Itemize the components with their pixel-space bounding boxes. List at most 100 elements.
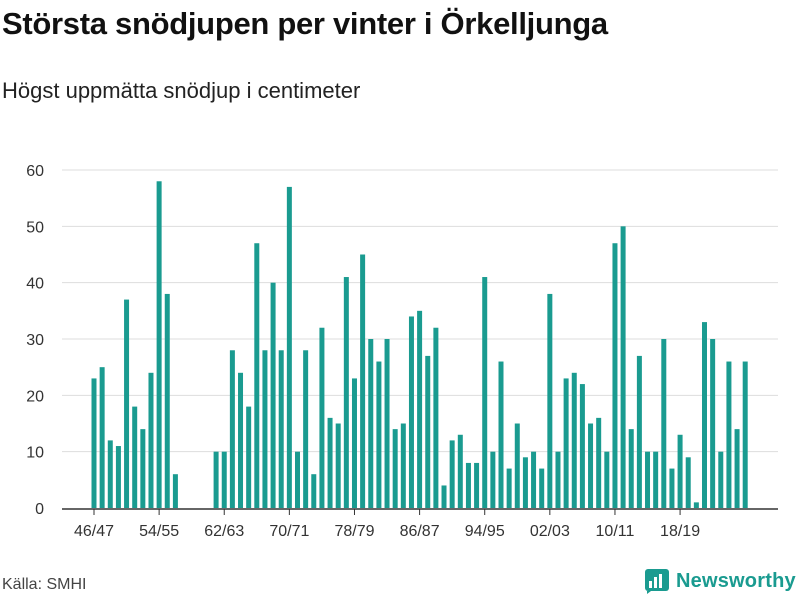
bar-21/22 [702, 322, 707, 508]
x-tick-label: 02/03 [530, 523, 570, 540]
bar-87/88 [425, 355, 431, 508]
y-tick-label: 30 [26, 332, 44, 349]
bar-14/15 [645, 451, 651, 508]
bar-63/64 [229, 350, 235, 508]
bar-19/20 [685, 457, 691, 508]
bar-89/90 [441, 485, 447, 508]
bar-68/69 [270, 282, 276, 508]
bar-49/50 [115, 446, 121, 508]
bar-73/74 [311, 474, 317, 508]
brand-logo: Newsworthy [644, 568, 796, 594]
bar-05/06 [571, 372, 577, 508]
y-tick-label: 40 [26, 276, 44, 293]
bar-61/62 [213, 451, 219, 508]
bar-55/56 [164, 293, 170, 508]
bar-65/66 [246, 406, 252, 508]
bar-74/75 [319, 327, 325, 508]
bar-undefined [742, 361, 748, 508]
bar-23/24 [718, 451, 724, 508]
bar-46/47 [91, 378, 97, 508]
y-tick-label: 10 [26, 445, 44, 462]
x-tick-label: 86/87 [400, 523, 440, 540]
bar-01/02 [539, 468, 545, 508]
bar-62/63 [221, 451, 227, 508]
bar-50/51 [124, 299, 130, 508]
bar-71/72 [295, 451, 300, 508]
bar-92/93 [465, 462, 471, 508]
x-tick-label: 78/79 [334, 523, 374, 540]
bar-51/52 [132, 406, 138, 508]
bar-95/96 [490, 451, 496, 508]
bar-88/89 [433, 327, 439, 508]
bar-70/71 [286, 186, 292, 508]
bar-09/10 [604, 451, 610, 508]
bar-04/05 [563, 378, 569, 508]
bar-78/79 [351, 378, 357, 508]
newsworthy-logo-icon [645, 569, 669, 594]
bar-18/19 [677, 434, 683, 508]
x-tick-label: 54/55 [139, 523, 179, 540]
y-tick-label: 0 [35, 501, 44, 518]
bar-07/08 [588, 423, 594, 508]
bar-82/83 [384, 339, 390, 508]
x-tick-label: 46/47 [74, 523, 114, 540]
bar-96/97 [498, 361, 504, 508]
bar-undefined [726, 361, 732, 508]
x-axis-ticks: 46/47 54/55 62/63 70/71 78/79 86/87 94/95 02/03… [74, 509, 700, 540]
bar-76/77 [335, 423, 341, 508]
y-tick-label: 50 [26, 219, 44, 236]
x-tick-label: 62/63 [204, 523, 244, 540]
bar-69/70 [278, 350, 284, 508]
bar-66/67 [254, 243, 260, 508]
bar-86/87 [417, 310, 423, 508]
bar-52/53 [140, 429, 146, 508]
bar-90/91 [449, 440, 455, 508]
bars [91, 181, 748, 508]
brand-name: Newsworthy [676, 569, 796, 592]
x-tick-label: 10/11 [596, 523, 635, 540]
bar-72/73 [303, 350, 309, 508]
x-tick-label: 18/19 [660, 523, 700, 540]
bar-15/16 [653, 451, 659, 508]
bar-12/13 [628, 429, 634, 508]
bar-54/55 [156, 181, 162, 508]
bar-93/94 [474, 462, 480, 508]
bar-53/54 [148, 372, 154, 508]
y-tick-label: 60 [26, 163, 44, 180]
bar-80/81 [368, 339, 374, 508]
bar-17/18 [669, 468, 675, 508]
y-axis-ticks: 0 10 20 30 40 50 60 [26, 163, 44, 518]
bar-22/23 [710, 339, 716, 508]
chart-subtitle: Högst uppmätta snödjup i centimeter [2, 78, 361, 103]
bar-75/76 [327, 417, 333, 508]
chart-title: Största snödjupen per vinter i Örkelljun… [2, 6, 608, 41]
bar-20/21 [693, 502, 699, 508]
bar-94/95 [482, 277, 488, 508]
bar-85/86 [408, 316, 414, 508]
bar-06/07 [579, 384, 585, 508]
bar-undefined [734, 429, 740, 508]
bar-13/14 [636, 355, 642, 508]
bar-84/85 [400, 423, 406, 508]
bar-03/04 [555, 451, 561, 508]
bar-56/57 [172, 474, 178, 508]
bar-47/48 [99, 367, 105, 508]
bar-77/78 [343, 277, 349, 508]
bar-67/68 [262, 350, 268, 508]
bar-16/17 [661, 339, 667, 508]
bar-91/92 [457, 434, 463, 508]
x-tick-label: 94/95 [465, 523, 505, 540]
bar-99/00 [522, 457, 528, 508]
y-tick-label: 20 [26, 388, 44, 405]
bar-79/80 [360, 254, 366, 508]
bar-48/49 [107, 440, 113, 508]
bar-02/03 [547, 293, 553, 508]
bar-97/98 [506, 468, 512, 508]
x-tick-label: 70/71 [269, 523, 309, 540]
bar-08/09 [596, 417, 602, 508]
source-note: Källa: SMHI [2, 576, 87, 593]
bar-98/99 [514, 423, 520, 508]
bar-10/11 [612, 243, 618, 508]
bar-chart: 0 10 20 30 40 50 60 46/47 54/55 62/63 70/71 78/79 8… [26, 163, 778, 540]
bar-00/01 [531, 451, 537, 508]
